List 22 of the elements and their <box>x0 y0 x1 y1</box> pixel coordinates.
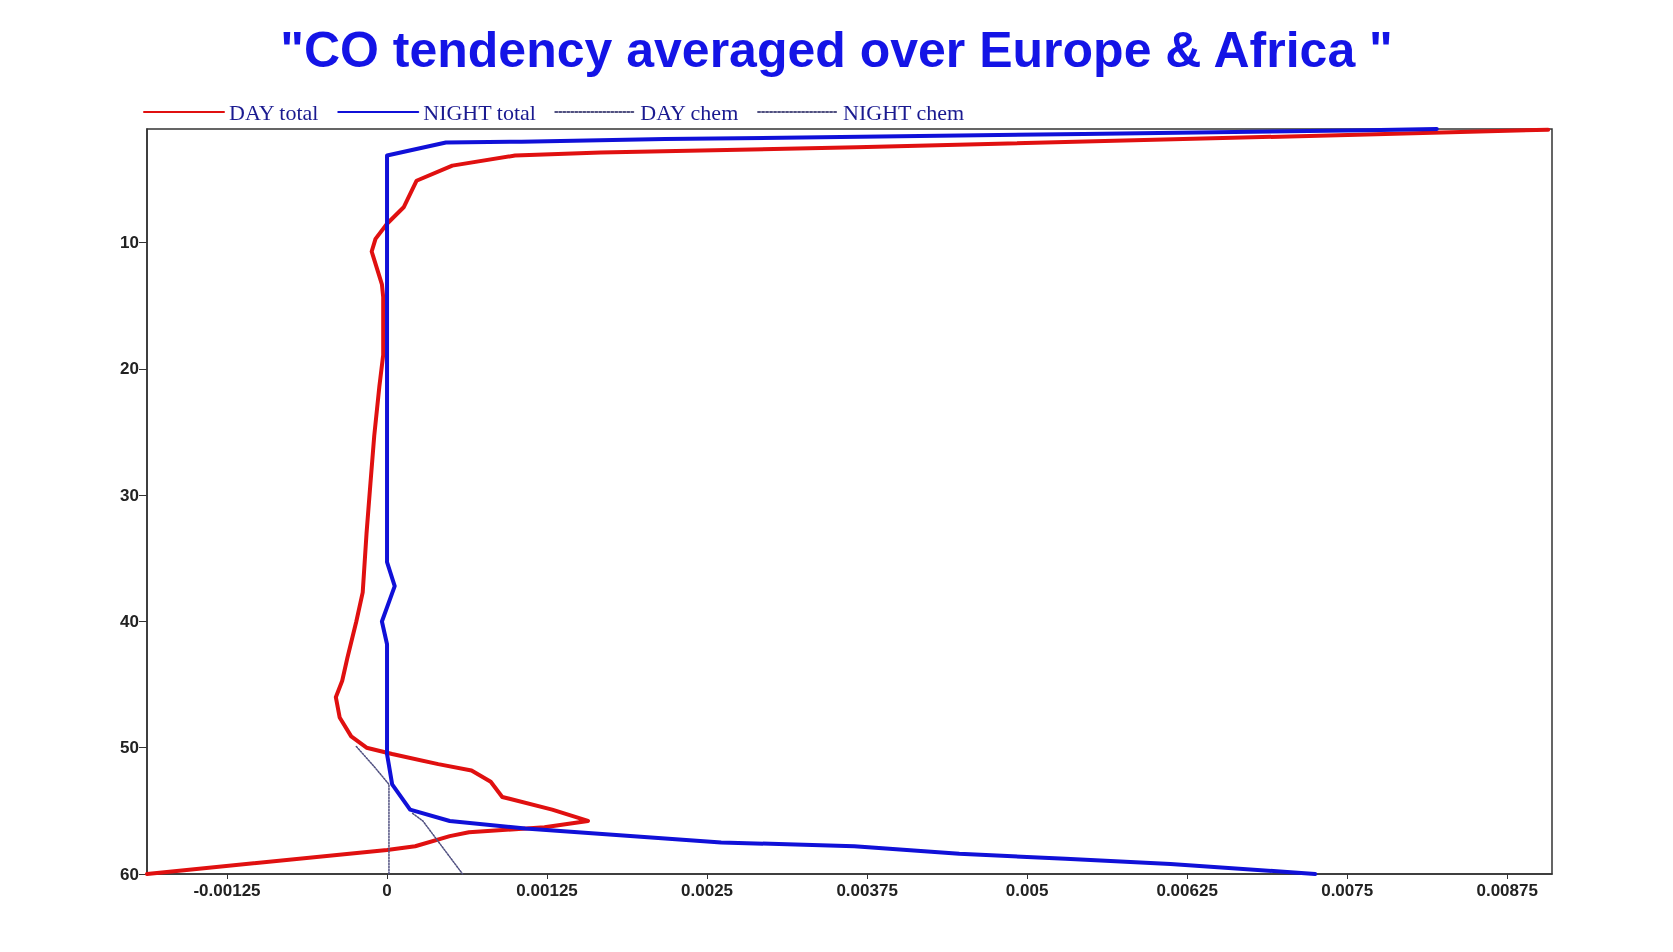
y-tick-label: 40 <box>120 611 139 631</box>
y-tick-label: 20 <box>120 359 139 379</box>
x-tick-label: 0.00375 <box>836 881 898 900</box>
y-tick-label: 60 <box>120 864 139 884</box>
x-tick-label: 0.00625 <box>1156 881 1218 900</box>
x-tick-label: 0 <box>382 881 392 900</box>
legend-label: NIGHT total <box>423 99 536 125</box>
x-tick-label: 0.00875 <box>1476 881 1538 900</box>
legend-label: NIGHT chem <box>843 99 965 125</box>
chart-title: "CO tendency averaged over Europe & Africa " <box>280 22 1393 78</box>
x-tick-label: -0.00125 <box>193 881 261 900</box>
x-tick-label: 0.0025 <box>681 881 734 900</box>
y-tick-label: 50 <box>120 738 139 758</box>
x-tick-label: 0.0075 <box>1321 881 1374 900</box>
legend-label: DAY chem <box>640 99 739 125</box>
y-tick-label: 10 <box>120 233 139 253</box>
x-tick-label: 0.005 <box>1005 881 1049 900</box>
line-series <box>379 127 1439 876</box>
line-series <box>355 745 390 875</box>
x-tick-label: 0.00125 <box>516 881 578 900</box>
legend-label: DAY total <box>229 99 319 125</box>
y-tick-label: 30 <box>120 485 139 505</box>
